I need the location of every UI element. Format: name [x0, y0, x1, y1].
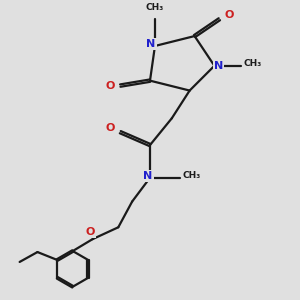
Text: CH₃: CH₃ — [146, 3, 164, 12]
Text: CH₃: CH₃ — [244, 59, 262, 68]
Text: N: N — [214, 61, 223, 71]
Text: CH₃: CH₃ — [182, 171, 201, 180]
Text: N: N — [146, 39, 156, 49]
Text: O: O — [106, 81, 115, 91]
Text: N: N — [143, 171, 153, 181]
Text: O: O — [86, 227, 95, 237]
Text: O: O — [225, 10, 234, 20]
Text: O: O — [106, 123, 115, 133]
